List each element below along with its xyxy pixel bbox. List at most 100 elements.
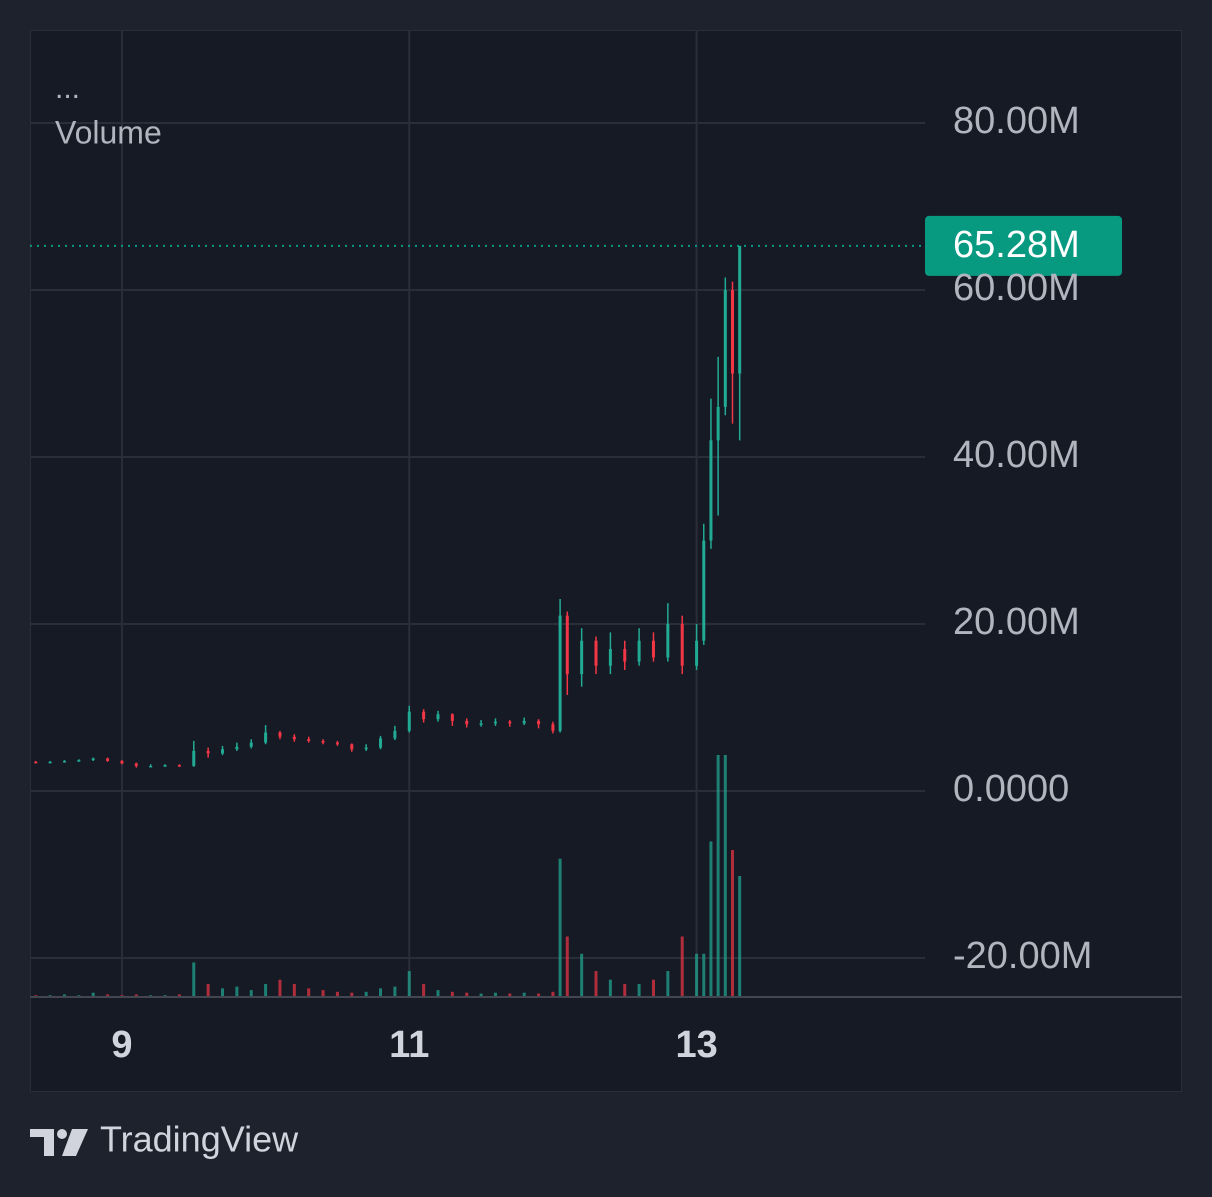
volume-bar xyxy=(91,992,95,997)
candle-body xyxy=(637,640,641,662)
last-price-label: 65.28M xyxy=(953,224,1080,266)
volume-bar xyxy=(436,990,440,997)
volume-bar xyxy=(623,984,627,997)
candle-body xyxy=(278,732,282,737)
candle-body xyxy=(594,640,598,666)
candle-body xyxy=(264,732,268,743)
candle-body xyxy=(537,720,541,725)
candle-body xyxy=(695,640,699,666)
candle-body xyxy=(680,624,684,666)
legend-menu[interactable]: ... xyxy=(55,72,80,105)
candle-body xyxy=(307,739,311,741)
candle-body xyxy=(730,290,734,374)
candle-body xyxy=(149,765,153,768)
y-tick-label: 0.0000 xyxy=(953,768,1069,810)
chart-panel xyxy=(30,30,1182,1092)
volume-bar xyxy=(594,971,598,997)
candle-body xyxy=(321,740,325,743)
candle-body xyxy=(62,760,66,763)
volume-bar xyxy=(307,988,311,997)
volume-bar xyxy=(206,984,210,997)
volume-bar xyxy=(278,979,282,997)
volume-bar xyxy=(709,841,713,997)
volume-bar xyxy=(680,936,684,997)
candle-body xyxy=(134,763,138,766)
volume-bar xyxy=(393,986,397,997)
volume-bar xyxy=(558,858,562,997)
volume-bar xyxy=(221,988,225,997)
volume-bar xyxy=(364,991,368,997)
candle-body xyxy=(580,640,584,675)
y-tick-label: -20.00M xyxy=(953,935,1092,977)
y-tick-label: 60.00M xyxy=(953,267,1080,309)
candle-body xyxy=(235,746,239,750)
volume-bar xyxy=(551,991,555,997)
candle-body xyxy=(493,721,497,724)
candle-body xyxy=(436,714,440,720)
candle-body xyxy=(106,758,110,761)
candle-body xyxy=(34,761,38,764)
volume-bar xyxy=(350,992,354,997)
volume-bar xyxy=(716,755,720,997)
candle-body xyxy=(666,624,670,658)
volume-bar xyxy=(62,994,66,997)
volume-bar xyxy=(292,984,296,997)
candle-body xyxy=(465,720,469,725)
candle-body xyxy=(623,649,627,662)
candle-body xyxy=(335,742,339,745)
volume-bar xyxy=(508,993,512,997)
candle-body xyxy=(651,640,655,658)
candle-body xyxy=(77,760,81,762)
volume-bar xyxy=(249,990,253,997)
candle-body xyxy=(522,720,526,724)
y-tick-label: 20.00M xyxy=(953,601,1080,643)
volume-bar xyxy=(702,953,706,997)
candle-body xyxy=(450,714,454,721)
volume-bar xyxy=(608,979,612,997)
candle-body xyxy=(702,540,706,641)
x-tick-label: 9 xyxy=(111,1024,132,1066)
candle-body xyxy=(479,723,483,725)
candle-body xyxy=(723,290,727,407)
candle-body xyxy=(350,744,354,750)
volume-bar xyxy=(666,971,670,997)
volume-bar xyxy=(321,990,325,997)
candle-body xyxy=(364,747,368,750)
candle-body xyxy=(48,761,52,764)
candle-body xyxy=(422,711,426,720)
candle-body xyxy=(120,760,124,764)
volume-bar xyxy=(479,993,483,997)
volume-bar xyxy=(235,986,239,997)
volume-bar xyxy=(192,962,196,997)
candle-body xyxy=(206,750,210,754)
candle-body xyxy=(716,406,720,441)
x-tick-label: 13 xyxy=(675,1024,717,1066)
volume-bar xyxy=(493,992,497,997)
volume-bar xyxy=(723,755,727,997)
volume-bar xyxy=(264,984,268,997)
volume-bar xyxy=(537,993,541,997)
last-price-box xyxy=(925,215,1122,276)
volume-bar xyxy=(422,984,426,997)
candle-body xyxy=(709,440,713,541)
candle-body xyxy=(407,711,411,731)
candle-body xyxy=(565,615,569,675)
candle-body xyxy=(608,649,612,666)
volume-bar xyxy=(465,992,469,997)
candle-body xyxy=(551,724,555,731)
candle-body xyxy=(91,758,95,761)
candle-body xyxy=(508,721,512,724)
y-tick-label: 40.00M xyxy=(953,434,1080,476)
candle-layer xyxy=(34,245,742,768)
volume-bar xyxy=(134,994,138,997)
volume-bar xyxy=(565,936,569,997)
candle-body xyxy=(221,749,225,754)
candle-body xyxy=(738,245,742,374)
legend-title: Volume xyxy=(55,114,162,150)
candle-body xyxy=(393,730,397,739)
volume-bar xyxy=(106,994,110,997)
volume-bar xyxy=(450,991,454,997)
brand-name: TradingView xyxy=(100,1119,299,1160)
volume-bar xyxy=(407,971,411,997)
